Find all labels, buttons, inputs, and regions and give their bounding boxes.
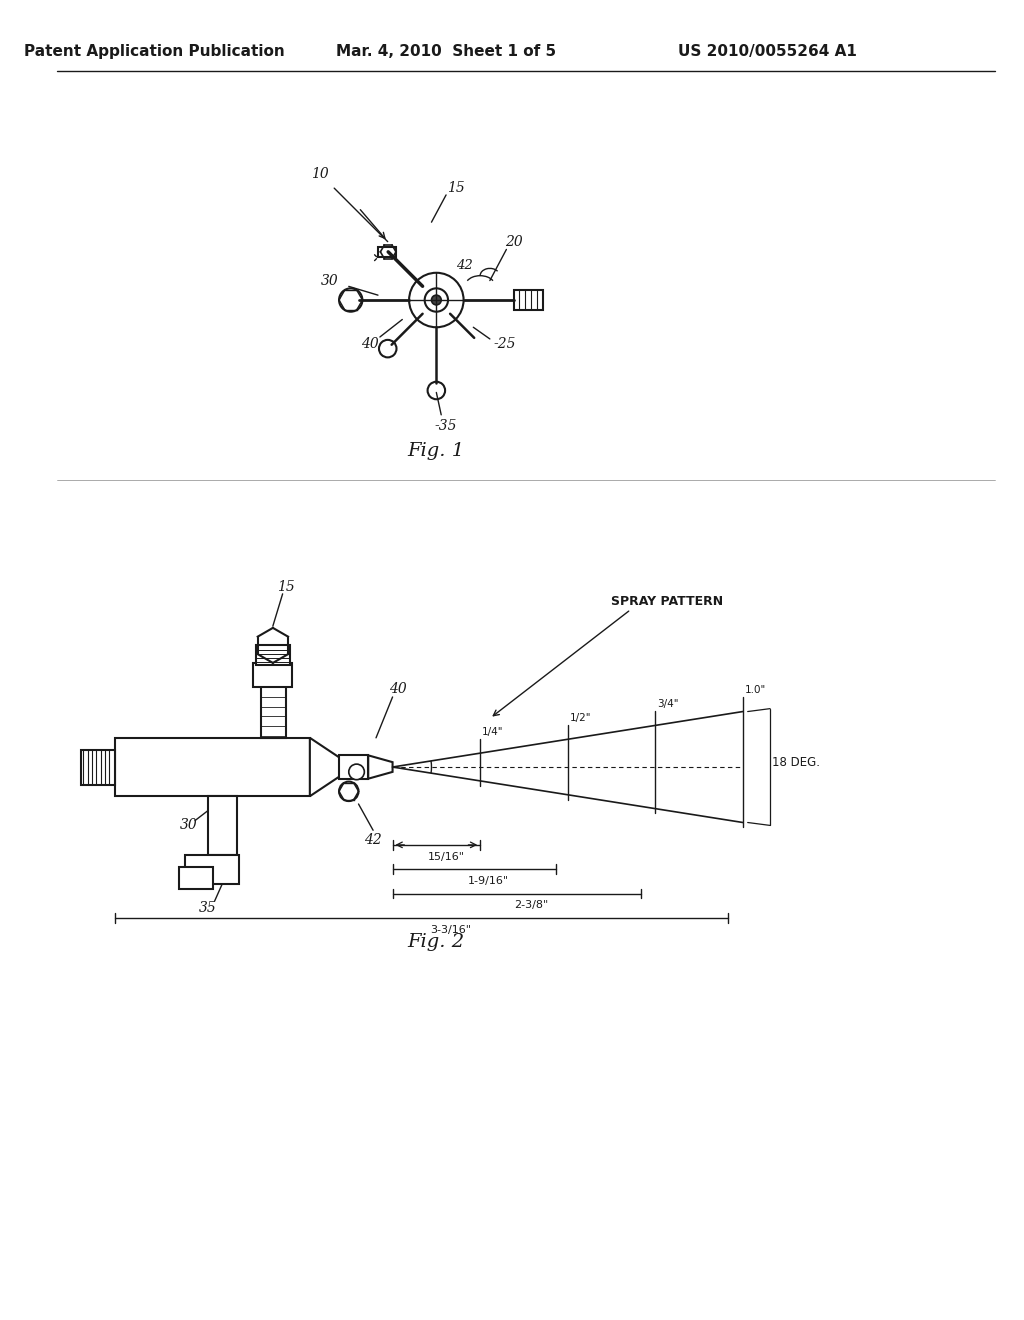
Text: 1-9/16": 1-9/16" xyxy=(468,876,510,886)
Circle shape xyxy=(431,296,441,305)
Text: 15/16": 15/16" xyxy=(428,851,465,862)
Bar xyxy=(379,247,396,256)
Text: 2-3/8": 2-3/8" xyxy=(514,900,548,911)
Circle shape xyxy=(379,339,396,358)
Polygon shape xyxy=(369,755,392,779)
Text: Fig. 1: Fig. 1 xyxy=(408,442,465,459)
Bar xyxy=(339,755,369,779)
Text: 30: 30 xyxy=(321,273,338,288)
Text: Mar. 4, 2010  Sheet 1 of 5: Mar. 4, 2010 Sheet 1 of 5 xyxy=(336,45,556,59)
Polygon shape xyxy=(310,738,339,796)
Bar xyxy=(81,750,116,784)
Text: 20: 20 xyxy=(505,235,523,248)
Circle shape xyxy=(349,764,365,780)
Circle shape xyxy=(425,288,449,312)
Text: Fig. 2: Fig. 2 xyxy=(408,933,465,952)
Text: 3/4": 3/4" xyxy=(657,700,679,709)
Text: 15: 15 xyxy=(446,181,465,195)
Text: 42: 42 xyxy=(456,260,472,272)
Bar xyxy=(116,738,310,796)
Bar xyxy=(208,796,237,854)
Bar xyxy=(178,867,213,888)
Bar xyxy=(261,684,286,738)
Text: 1.0": 1.0" xyxy=(744,685,766,696)
Bar xyxy=(256,645,291,665)
Text: 1/2": 1/2" xyxy=(569,713,591,723)
Text: -35: -35 xyxy=(435,420,458,433)
Text: SPRAY PATTERN: SPRAY PATTERN xyxy=(611,595,724,609)
Text: 3-3/16": 3-3/16" xyxy=(430,924,471,935)
Bar xyxy=(185,854,239,884)
Text: 15: 15 xyxy=(276,579,295,594)
Circle shape xyxy=(339,288,362,312)
Text: 10: 10 xyxy=(310,166,329,181)
Text: 35: 35 xyxy=(199,902,217,915)
Circle shape xyxy=(428,381,445,399)
Text: 40: 40 xyxy=(388,682,407,696)
Text: 42: 42 xyxy=(365,833,382,847)
Circle shape xyxy=(410,273,464,327)
Bar xyxy=(253,663,293,688)
Text: 1/4": 1/4" xyxy=(482,727,504,737)
Text: 40: 40 xyxy=(361,337,379,351)
Bar xyxy=(514,290,544,310)
Text: Patent Application Publication: Patent Application Publication xyxy=(24,45,285,59)
Text: 18 DEG.: 18 DEG. xyxy=(772,755,820,768)
Circle shape xyxy=(339,781,358,801)
Text: 30: 30 xyxy=(179,818,198,833)
Text: -25: -25 xyxy=(494,337,516,351)
Text: US 2010/0055264 A1: US 2010/0055264 A1 xyxy=(678,45,857,59)
